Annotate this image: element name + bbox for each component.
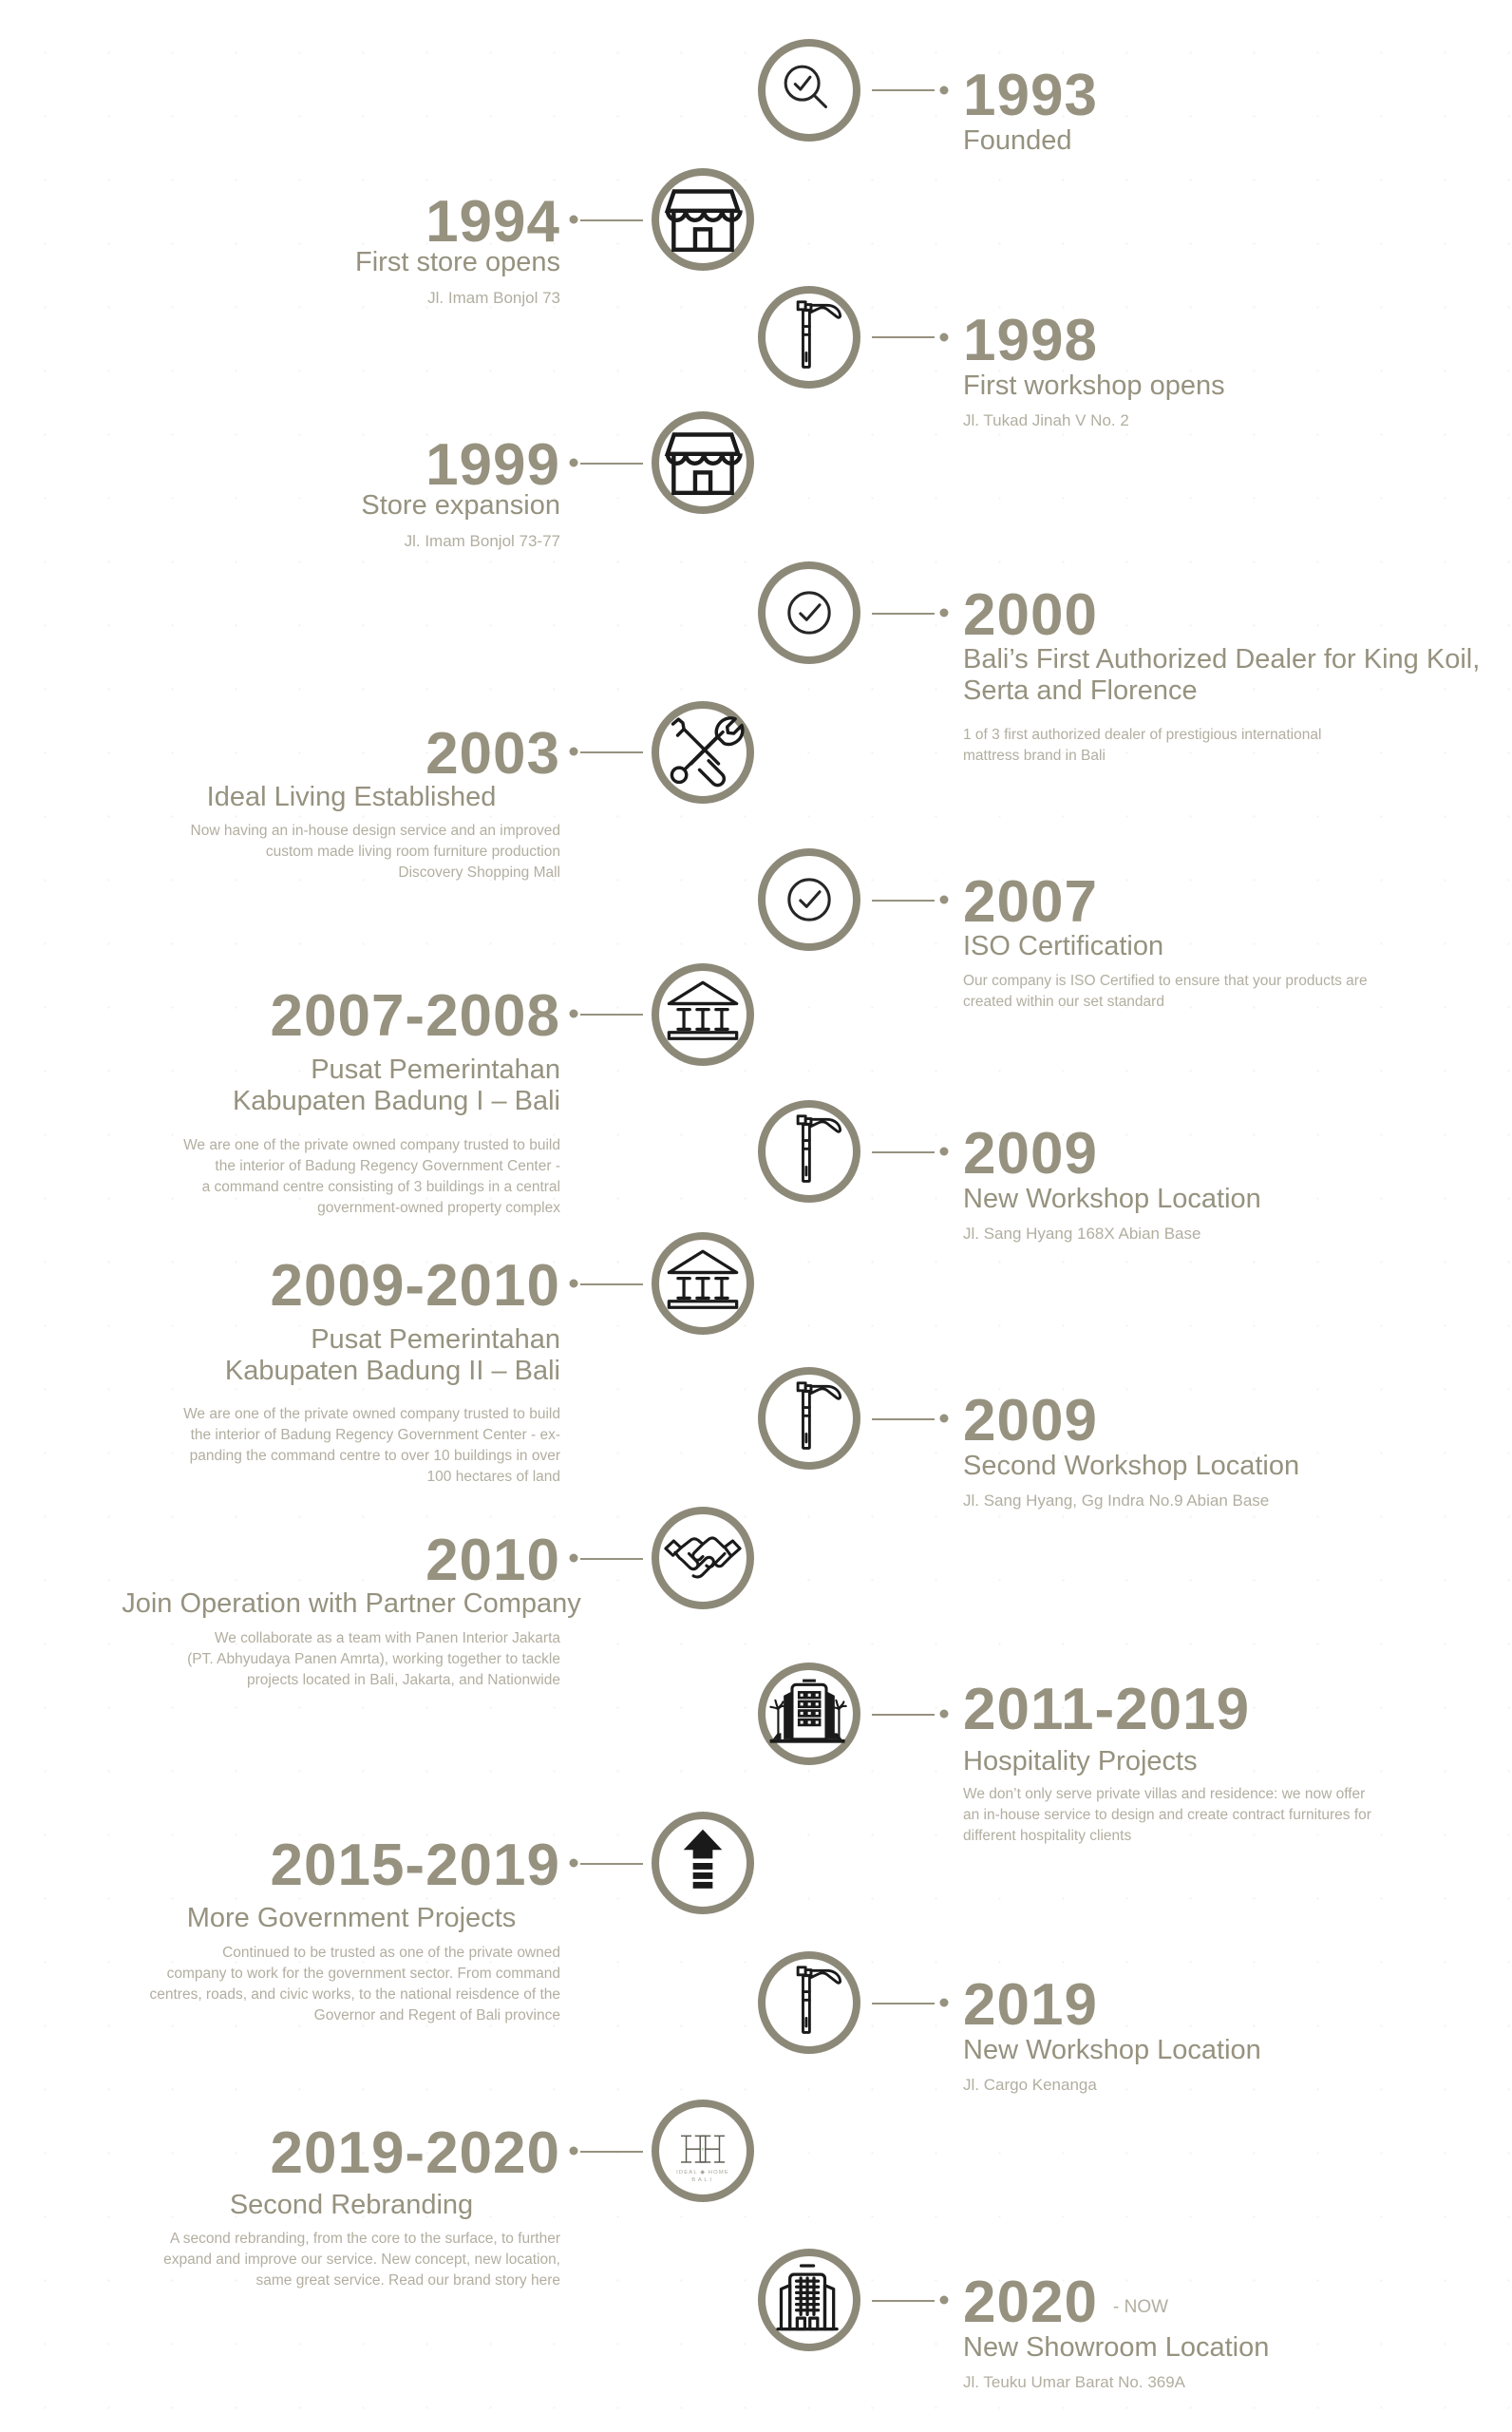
svg-text:IDEAL ◆ HOME: IDEAL ◆ HOME xyxy=(676,2170,729,2176)
svg-text:BALI: BALI xyxy=(691,2177,714,2183)
